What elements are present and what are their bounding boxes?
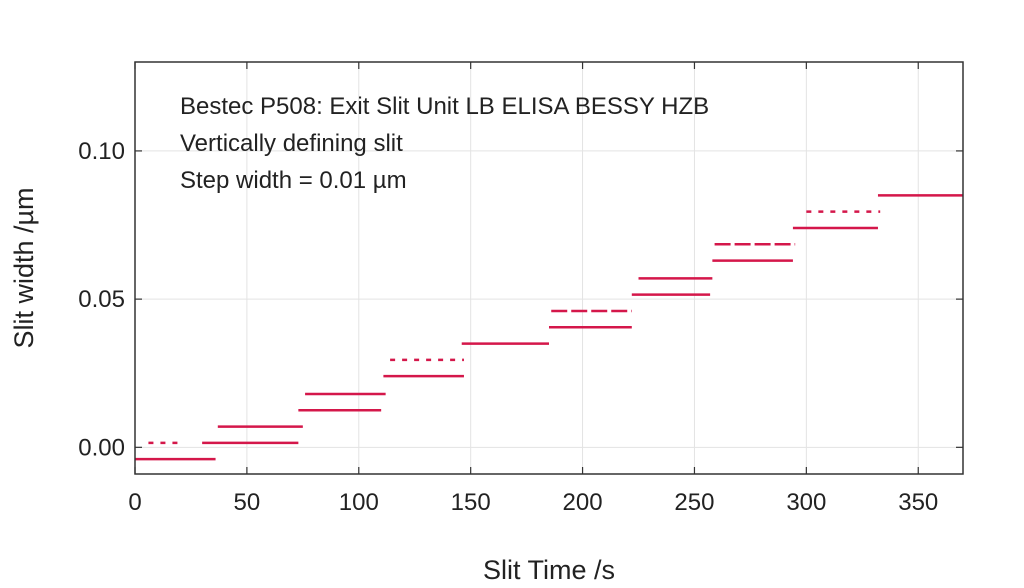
x-tick-label: 0 (128, 489, 141, 516)
x-tick-label: 50 (234, 489, 261, 516)
series (135, 194, 963, 461)
annotation-title: Bestec P508: Exit Slit Unit LB ELISA BES… (180, 93, 709, 120)
y-tick-label: 0.00 (78, 434, 125, 461)
annotation-slit: Vertically defining slit (180, 130, 403, 157)
y-tick-label: 0.10 (78, 138, 125, 165)
x-tick-label: 200 (563, 489, 603, 516)
y-tick-label: 0.05 (78, 286, 125, 313)
x-tick-label: 300 (786, 489, 826, 516)
x-tick-label: 350 (898, 489, 938, 516)
y-axis-title: Slit width /µm (9, 187, 39, 348)
x-tick-label: 150 (451, 489, 491, 516)
annotation-step: Step width = 0.01 µm (180, 167, 407, 194)
ticks: 0 50 100 150 200 250 300 350 0.00 0.05 0.10 (78, 62, 963, 516)
x-tick-label: 100 (339, 489, 379, 516)
x-axis-title: Slit Time /s (483, 555, 615, 585)
plot-frame (134, 61, 964, 475)
grid (134, 62, 963, 474)
x-tick-label: 250 (674, 489, 714, 516)
annotations: Bestec P508: Exit Slit Unit LB ELISA BES… (180, 93, 709, 194)
